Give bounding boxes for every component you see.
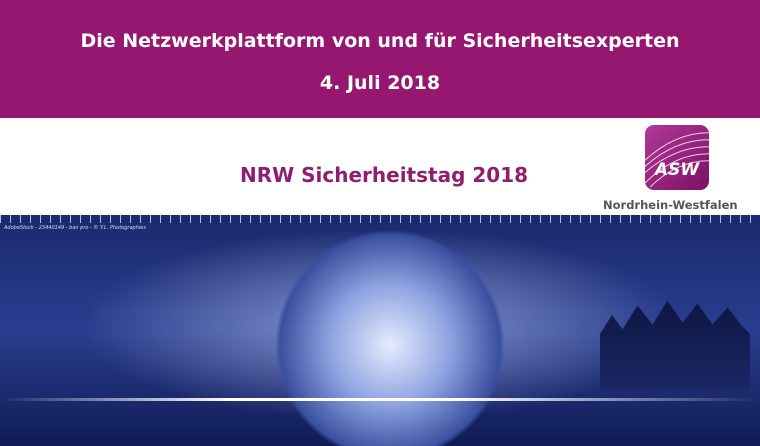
header-title: Die Netzwerkplattform von und für Sicher… (80, 30, 680, 52)
people-silhouettes (600, 300, 750, 391)
header-banner: Die Netzwerkplattform von und für Sicher… (0, 0, 760, 118)
asw-logo: ASW (645, 125, 709, 190)
arc-lines-icon (645, 132, 709, 188)
image-credit: AdobeStock - 23440149 - ban pro - © Y.L.… (4, 225, 146, 231)
logo-text: ASW (654, 160, 700, 180)
ruler-decoration (0, 215, 760, 223)
hero-image: AdobeStock - 23440149 - ban pro - © Y.L.… (0, 215, 760, 446)
light-streak (0, 398, 760, 401)
header-date: 4. Juli 2018 (319, 72, 441, 94)
logo-region: Nordrhein-Westfalen (603, 198, 738, 212)
event-title: NRW Sicherheitstag 2018 (239, 163, 529, 187)
